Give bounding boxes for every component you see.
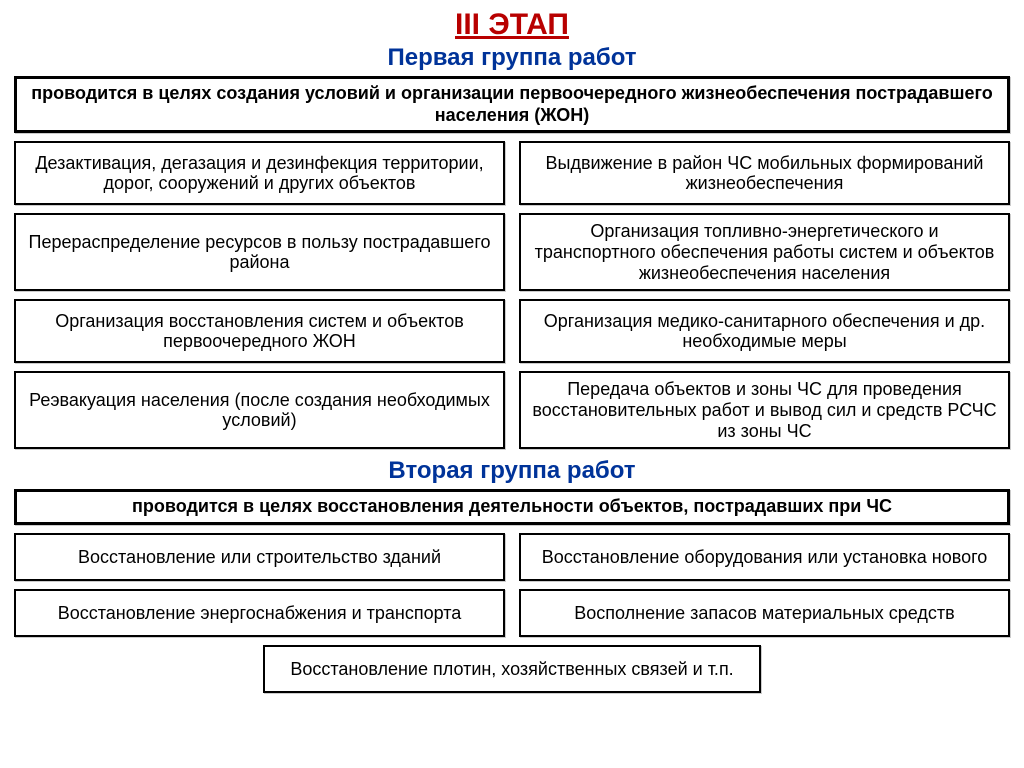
- group1-grid: Дезактивация, дегазация и дезинфекция те…: [14, 141, 1010, 449]
- group2-header-box: проводится в целях восстановления деятел…: [14, 489, 1010, 525]
- group1-cell: Дезактивация, дегазация и дезинфекция те…: [14, 141, 505, 205]
- group2-grid: Восстановление или строительство зданий …: [14, 533, 1010, 637]
- group2-cell: Восполнение запасов материальных средств: [519, 589, 1010, 637]
- group2-cell: Восстановление энергоснабжения и транспо…: [14, 589, 505, 637]
- group1-cell: Передача объектов и зоны ЧС для проведен…: [519, 371, 1010, 449]
- group1-header-box: проводится в целях создания условий и ор…: [14, 76, 1010, 133]
- group2-bottom-cell: Восстановление плотин, хозяйственных свя…: [263, 645, 761, 693]
- main-title: III ЭТАП: [14, 8, 1010, 42]
- group1-cell: Перераспределение ресурсов в пользу пост…: [14, 213, 505, 291]
- group2-subtitle: Вторая группа работ: [14, 457, 1010, 485]
- group1-cell: Организация медико-санитарного обеспечен…: [519, 299, 1010, 363]
- group1-cell: Реэвакуация населения (после создания не…: [14, 371, 505, 449]
- group1-cell: Организация топливно-энергетического и т…: [519, 213, 1010, 291]
- group2-bottom-row: Восстановление плотин, хозяйственных свя…: [14, 645, 1010, 693]
- group2-cell: Восстановление или строительство зданий: [14, 533, 505, 581]
- group1-subtitle: Первая группа работ: [14, 44, 1010, 72]
- group2-cell: Восстановление оборудования или установк…: [519, 533, 1010, 581]
- group1-cell: Организация восстановления систем и объе…: [14, 299, 505, 363]
- group1-cell: Выдвижение в район ЧС мобильных формиров…: [519, 141, 1010, 205]
